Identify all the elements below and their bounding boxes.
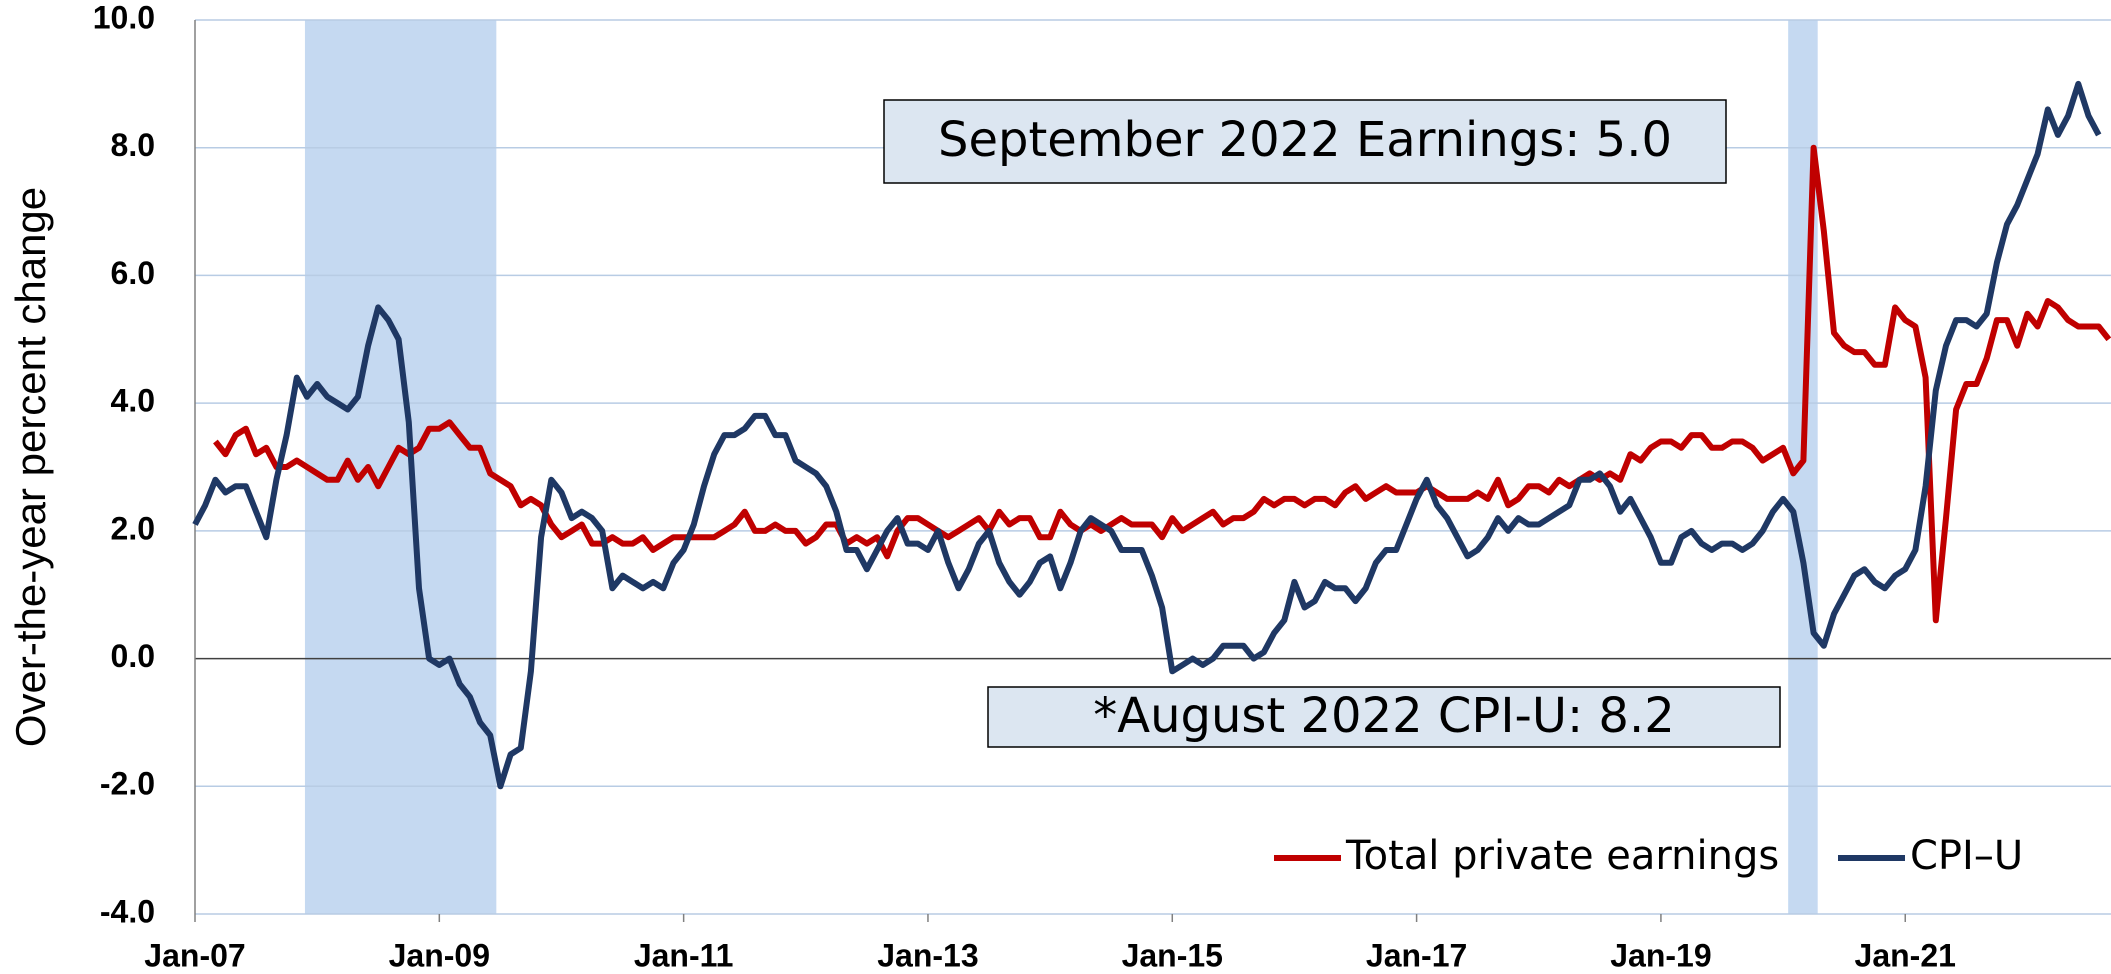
- y-tick-label: -2.0: [100, 766, 155, 802]
- annotation-box: [987, 686, 1781, 748]
- x-tick-label: Jan-09: [389, 937, 490, 973]
- legend-label: CPI–U: [1910, 833, 2023, 879]
- y-axis-label: Over-the-year percent change: [7, 187, 54, 747]
- y-tick-label: 4.0: [111, 383, 155, 419]
- legend-label: Total private earnings: [1345, 833, 1779, 879]
- x-tick-label: Jan-19: [1610, 937, 1711, 973]
- x-tick-label: Jan-15: [1122, 937, 1223, 973]
- x-tick-label: Jan-13: [877, 937, 978, 973]
- x-tick-label: Jan-11: [634, 937, 734, 973]
- recession-band: [304, 20, 497, 914]
- y-tick-label: 0.0: [111, 638, 155, 674]
- y-tick-label: 10.0: [93, 0, 155, 35]
- y-tick-label: -4.0: [100, 893, 155, 929]
- annotation: *August 2022 CPI-U: 8.2: [1093, 688, 1674, 744]
- lines: [192, 80, 2111, 790]
- y-tick-label: 8.0: [111, 127, 155, 163]
- x-tick-label: Jan-17: [1366, 937, 1467, 973]
- x-tick-label: Jan-07: [144, 937, 245, 973]
- series-line: [213, 144, 2111, 624]
- annotation-box: [883, 99, 1727, 184]
- y-tick-label: 6.0: [111, 255, 155, 291]
- series-line: [192, 80, 2102, 790]
- y-tick-label: 2.0: [111, 510, 155, 546]
- annotation: September 2022 Earnings: 5.0: [938, 112, 1672, 168]
- x-tick-label: Jan-21: [1855, 937, 1956, 973]
